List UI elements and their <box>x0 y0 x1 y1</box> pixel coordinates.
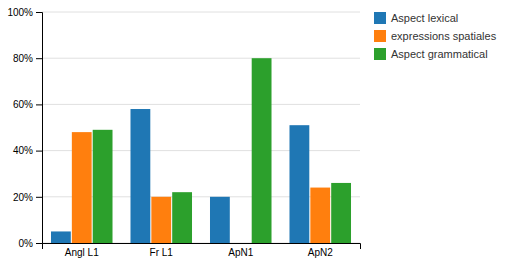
tick: Angl L1 <box>65 247 99 258</box>
bar <box>51 231 71 243</box>
tick-label: 20% <box>13 192 33 203</box>
x-axis: Angl L1 Fr L1 ApN1 ApN2 <box>43 244 361 259</box>
bar-series <box>93 58 351 243</box>
bar <box>210 197 230 243</box>
legend-swatch <box>374 48 386 60</box>
legend-label: Aspect lexical <box>391 12 458 24</box>
tick: 0% <box>19 238 42 249</box>
tick: 20% <box>13 192 42 203</box>
tick-mark <box>36 58 42 59</box>
tick-label: 40% <box>13 145 33 156</box>
tick-label: 80% <box>13 53 33 64</box>
bar <box>151 197 171 243</box>
tick-label: 0% <box>19 238 34 249</box>
plot: 0% 20% 40% 60% 80% 100% Angl L1 Fr L1 ApN1 ApN2 <box>7 7 360 258</box>
legend-item: Aspect lexical <box>374 12 458 24</box>
legend-swatch <box>374 30 386 42</box>
chart: 0% 20% 40% 60% 80% 100% Angl L1 Fr L1 ApN1 ApN2 As… <box>0 0 515 269</box>
tick: 100% <box>7 7 42 18</box>
tick-label: 60% <box>13 99 33 110</box>
bar <box>331 183 351 243</box>
tick: 40% <box>13 145 42 156</box>
bar <box>310 188 330 243</box>
bar <box>289 125 309 243</box>
legend: Aspect lexical expressions spatiales Aspec… <box>374 12 497 60</box>
tick-label: Angl L1 <box>65 247 99 258</box>
bar <box>130 109 150 243</box>
legend-swatch <box>374 12 386 24</box>
tick-mark <box>36 243 42 244</box>
grid-line <box>42 104 360 105</box>
tick: 60% <box>13 99 42 110</box>
legend-label: expressions spatiales <box>391 30 497 42</box>
legend-item: expressions spatiales <box>374 30 497 42</box>
tick-mark <box>36 104 42 105</box>
tick: 80% <box>13 53 42 64</box>
bars <box>51 58 351 243</box>
tick-mark <box>36 151 42 152</box>
tick-mark <box>36 12 42 13</box>
grid-line <box>42 58 360 59</box>
tick-label: ApN2 <box>308 247 333 258</box>
bar <box>252 58 272 243</box>
bar <box>72 132 92 243</box>
grid <box>42 12 360 243</box>
y-axis: 0% 20% 40% 60% 80% 100% <box>7 7 42 249</box>
bar <box>231 243 251 244</box>
tick: ApN2 <box>308 247 333 258</box>
axis-line <box>36 13 43 244</box>
bar <box>172 192 192 243</box>
grid-line <box>42 12 360 13</box>
tick-label: ApN1 <box>228 247 253 258</box>
tick-label: Fr L1 <box>150 247 174 258</box>
bar <box>93 130 113 243</box>
legend-label: Aspect grammatical <box>391 48 488 60</box>
tick-mark <box>36 197 42 198</box>
tick: Fr L1 <box>150 247 174 258</box>
tick: ApN1 <box>228 247 253 258</box>
tick-label: 100% <box>7 7 33 18</box>
legend-item: Aspect grammatical <box>374 48 488 60</box>
